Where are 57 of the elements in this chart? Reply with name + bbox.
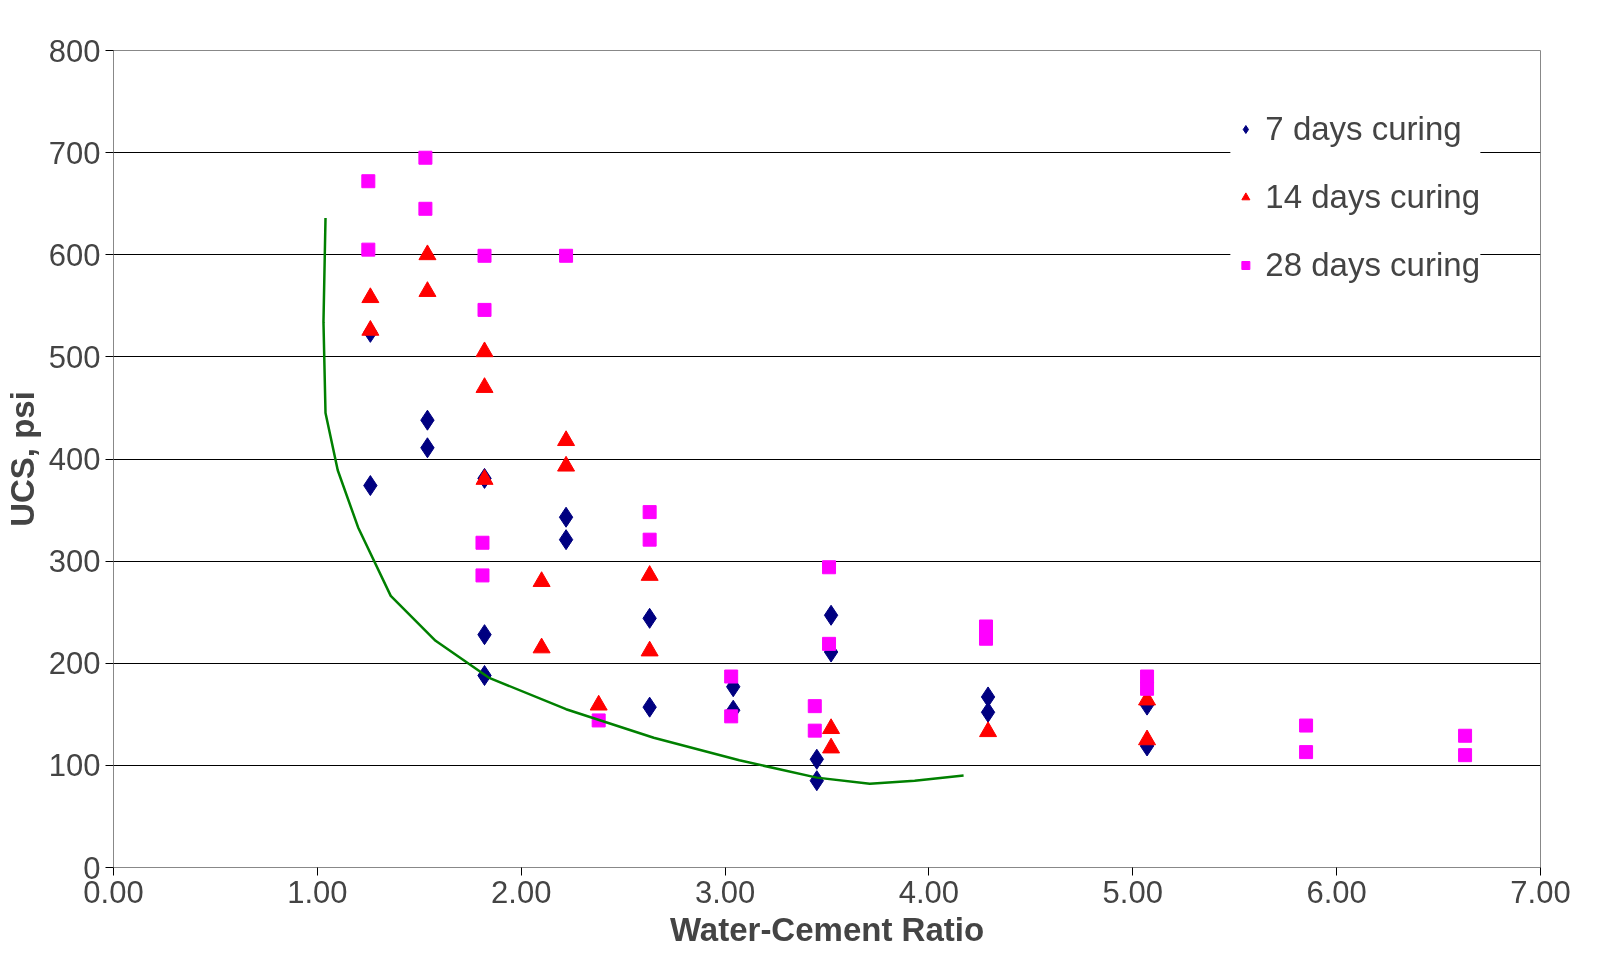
point xyxy=(1140,681,1155,696)
point xyxy=(361,320,380,336)
point xyxy=(807,699,822,714)
point xyxy=(822,636,837,651)
point xyxy=(807,723,822,738)
x-tick-label: 6.00 xyxy=(1306,874,1367,910)
x-tick-label: 7.00 xyxy=(1510,874,1571,910)
y-tick-label: 800 xyxy=(48,33,101,69)
x-tick-label: 5.00 xyxy=(1102,874,1163,910)
point xyxy=(822,560,837,575)
point xyxy=(475,535,490,550)
x-tick-label: 2.00 xyxy=(491,874,552,910)
point xyxy=(418,150,433,165)
y-tick-label: 700 xyxy=(48,135,101,171)
y-tick-label: 100 xyxy=(48,748,101,784)
legend-label: 28 days curing xyxy=(1265,246,1480,284)
point xyxy=(475,469,494,485)
point xyxy=(477,248,492,263)
point xyxy=(979,619,994,634)
point xyxy=(361,287,380,304)
point xyxy=(418,244,437,261)
point xyxy=(475,341,494,358)
point xyxy=(642,532,657,547)
point xyxy=(418,281,437,297)
point xyxy=(724,709,739,724)
x-tick-label: 4.00 xyxy=(898,874,960,910)
point xyxy=(361,242,376,257)
y-tick-label: 300 xyxy=(48,544,101,580)
point xyxy=(475,377,494,393)
point xyxy=(724,669,739,684)
point xyxy=(477,302,492,317)
x-axis-title: Water-Cement Ratio xyxy=(669,910,985,948)
y-tick-label: 200 xyxy=(48,646,101,682)
point xyxy=(558,506,574,528)
point xyxy=(361,174,376,189)
legend-label: 14 days curing xyxy=(1265,178,1480,216)
point xyxy=(418,201,433,216)
point xyxy=(1458,728,1473,743)
legend-label: 7 days curing xyxy=(1265,110,1462,148)
y-axis-title: UCS, psi xyxy=(3,391,41,527)
x-tick-label: 1.00 xyxy=(287,874,348,910)
point xyxy=(642,505,657,520)
point xyxy=(823,604,839,626)
point xyxy=(558,529,574,551)
y-tick-label: 400 xyxy=(48,442,101,477)
point xyxy=(559,248,574,263)
point xyxy=(980,701,996,723)
y-tick-label: 600 xyxy=(48,237,101,273)
point xyxy=(475,568,490,583)
y-tick-label: 500 xyxy=(48,339,101,375)
point xyxy=(1458,748,1473,763)
x-tick-label: 3.00 xyxy=(694,874,756,910)
point xyxy=(1299,745,1314,760)
point xyxy=(1140,669,1155,684)
point xyxy=(557,430,576,447)
point xyxy=(979,631,994,646)
point xyxy=(1299,718,1314,733)
